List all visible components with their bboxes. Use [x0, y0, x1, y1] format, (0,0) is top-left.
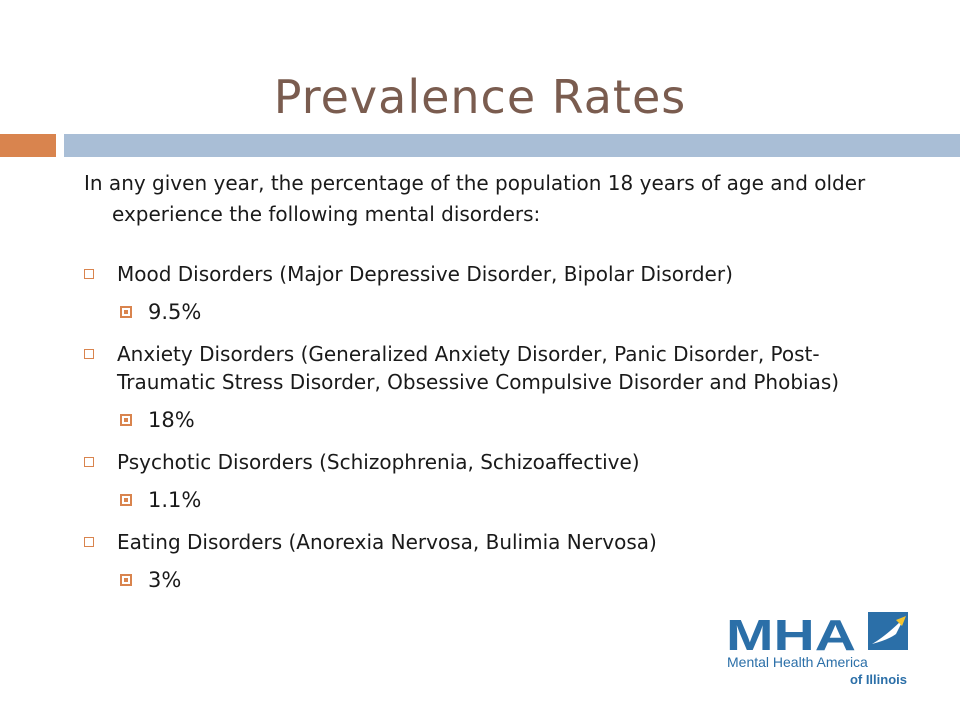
- list-item-mood: Mood Disorders (Major Depressive Disorde…: [84, 260, 864, 288]
- title-accent-bar: [0, 134, 56, 157]
- list-subitem-mood-rate: 9.5%: [84, 298, 864, 326]
- title-underline-bar: [64, 134, 960, 157]
- mha-logo: MHA: [726, 611, 908, 660]
- item-value: 3%: [148, 568, 182, 592]
- filled-square-bullet-icon: [120, 494, 132, 506]
- filled-square-bullet-icon: [120, 306, 132, 318]
- item-label: Anxiety Disorders (Generalized Anxiety D…: [117, 342, 840, 394]
- item-value: 1.1%: [148, 488, 202, 512]
- list-item-psychotic: Psychotic Disorders (Schizophrenia, Schi…: [84, 448, 864, 476]
- logo-tagline: Mental Health America: [727, 654, 868, 670]
- logo-region: of Illinois: [849, 672, 907, 687]
- item-label: Eating Disorders (Anorexia Nervosa, Buli…: [117, 530, 657, 554]
- filled-square-bullet-icon: [120, 414, 132, 426]
- list-subitem-anxiety-rate: 18%: [84, 406, 864, 434]
- square-bullet-icon: [84, 537, 94, 547]
- square-bullet-icon: [84, 269, 94, 279]
- square-bullet-icon: [84, 349, 94, 359]
- intro-text: In any given year, the percentage of the…: [84, 171, 866, 226]
- disorder-list: Mood Disorders (Major Depressive Disorde…: [84, 260, 864, 608]
- list-subitem-eating-rate: 3%: [84, 566, 864, 594]
- logo-mark-text: MHA: [726, 611, 856, 660]
- square-bullet-icon: [84, 457, 94, 467]
- list-item-eating: Eating Disorders (Anorexia Nervosa, Buli…: [84, 528, 864, 556]
- item-value: 9.5%: [148, 300, 202, 324]
- list-subitem-psychotic-rate: 1.1%: [84, 486, 864, 514]
- item-value: 18%: [148, 408, 195, 432]
- item-label: Psychotic Disorders (Schizophrenia, Schi…: [117, 450, 640, 474]
- list-item-anxiety: Anxiety Disorders (Generalized Anxiety D…: [84, 340, 864, 396]
- slide-title: Prevalence Rates: [273, 70, 687, 124]
- logo-arrow-icon: [896, 616, 906, 626]
- item-label: Mood Disorders (Major Depressive Disorde…: [117, 262, 733, 286]
- filled-square-bullet-icon: [120, 574, 132, 586]
